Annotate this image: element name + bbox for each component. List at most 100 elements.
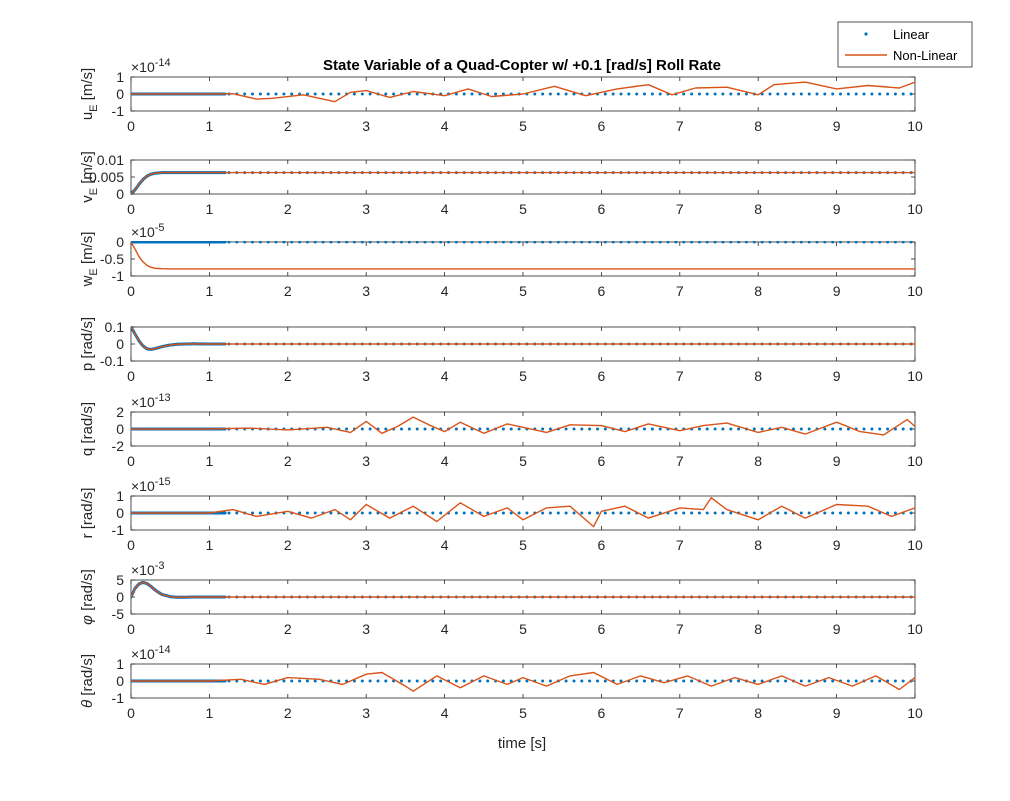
x-tick-label: 0 — [127, 537, 135, 553]
series-line-non-linear — [131, 416, 915, 436]
x-tick-label: 3 — [362, 118, 370, 134]
data-point — [752, 427, 756, 431]
data-point — [635, 679, 639, 683]
data-point — [494, 92, 498, 96]
y-tick-label: 0 — [116, 589, 124, 605]
data-point — [290, 679, 294, 683]
data-point — [329, 511, 333, 515]
data-point — [352, 92, 356, 96]
axis-exponent: ×10-13 — [131, 392, 171, 410]
data-point — [870, 92, 874, 96]
data-point — [737, 679, 741, 683]
data-point — [862, 427, 866, 431]
data-point — [305, 92, 309, 96]
data-point — [564, 427, 568, 431]
data-point — [744, 92, 748, 96]
data-point — [227, 511, 231, 515]
legend-box — [837, 21, 973, 68]
data-point — [729, 92, 733, 96]
data-point — [541, 511, 545, 515]
data-point — [627, 511, 631, 515]
data-point — [643, 427, 646, 431]
data-point — [784, 241, 788, 244]
data-point — [392, 241, 396, 244]
data-point — [415, 92, 419, 96]
data-point — [658, 241, 662, 244]
x-tick-label: 3 — [362, 705, 370, 721]
x-tick-label: 9 — [833, 118, 841, 134]
y-tick-label: 1 — [116, 656, 124, 672]
data-point — [368, 92, 372, 96]
data-point — [478, 679, 482, 683]
data-point — [321, 241, 325, 244]
data-point — [572, 92, 576, 96]
data-point — [768, 241, 772, 244]
data-point — [643, 679, 646, 683]
series-line-non-linear — [131, 171, 915, 195]
y-tick-label: -2 — [112, 438, 125, 454]
x-tick-label: 9 — [833, 537, 841, 553]
x-tick-label: 0 — [127, 283, 135, 299]
data-point — [690, 241, 694, 244]
data-point — [588, 427, 592, 431]
data-point — [423, 241, 427, 244]
data-point — [713, 679, 717, 683]
data-point — [792, 427, 795, 431]
data-point — [729, 511, 733, 515]
data-point — [494, 241, 498, 244]
y-tick-label: 5 — [116, 572, 124, 588]
data-point — [400, 241, 403, 244]
data-point — [619, 679, 623, 683]
x-tick-label: 6 — [598, 621, 606, 637]
data-point — [501, 679, 505, 683]
y-tick-label: -5 — [112, 606, 125, 622]
x-tick-label: 0 — [127, 118, 135, 134]
data-point — [878, 241, 882, 244]
x-tick-label: 6 — [598, 705, 606, 721]
data-point — [541, 679, 545, 683]
data-point — [368, 241, 372, 244]
x-tick-label: 10 — [907, 537, 923, 553]
data-point — [305, 241, 309, 244]
data-point — [823, 679, 827, 683]
data-point — [603, 427, 607, 431]
data-point — [596, 427, 599, 431]
y-tick-label: 0 — [116, 336, 124, 352]
x-tick-label: 0 — [127, 201, 135, 217]
data-point — [839, 92, 842, 96]
data-point — [360, 679, 364, 683]
x-tick-label: 8 — [754, 705, 762, 721]
data-point — [752, 241, 756, 244]
subplot-7: 0 1 2 3 4 5 6 7 8 9 10-505×10-3φ [rad/s] — [79, 560, 923, 637]
data-point — [298, 511, 302, 515]
x-tick-label: 6 — [598, 368, 606, 384]
data-point — [799, 427, 803, 431]
data-point — [243, 241, 247, 244]
x-tick-label: 4 — [441, 368, 449, 384]
x-tick-label: 7 — [676, 537, 684, 553]
x-tick-label: 8 — [754, 621, 762, 637]
data-point — [729, 679, 733, 683]
data-point — [854, 92, 858, 96]
data-point — [697, 511, 701, 515]
x-tick-label: 3 — [362, 283, 370, 299]
y-axis-label: vE [m/s] — [79, 151, 100, 203]
data-point — [682, 241, 686, 244]
data-point — [360, 92, 364, 96]
data-point — [439, 679, 443, 683]
x-tick-label: 5 — [519, 118, 527, 134]
data-point — [258, 241, 262, 244]
data-point — [862, 511, 866, 515]
data-point — [839, 427, 842, 431]
data-point — [588, 241, 592, 244]
data-point — [776, 511, 780, 515]
x-tick-label: 6 — [598, 453, 606, 469]
y-tick-label: 1 — [116, 488, 124, 504]
data-point — [713, 92, 717, 96]
data-point — [274, 241, 278, 244]
y-axis-label: φ [rad/s] — [79, 569, 96, 625]
x-tick-label: 5 — [519, 283, 527, 299]
data-point — [823, 92, 827, 96]
y-tick-label: 0 — [116, 421, 124, 437]
data-point — [596, 679, 599, 683]
